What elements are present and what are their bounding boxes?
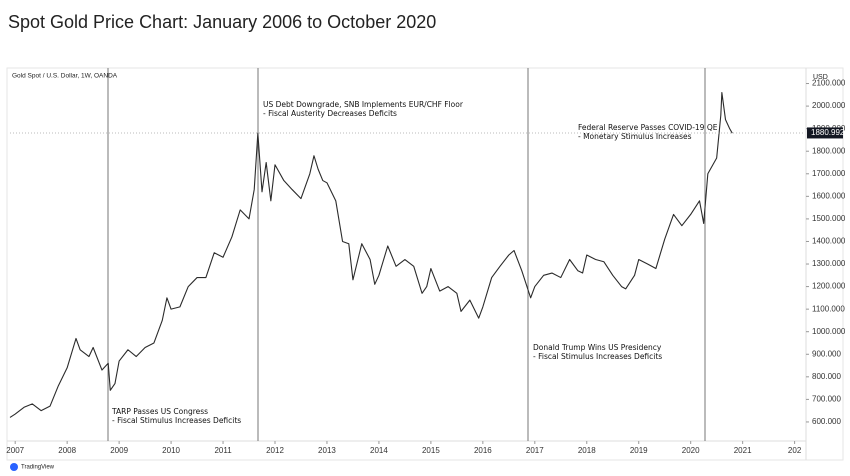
annotation-title: Donald Trump Wins US Presidency bbox=[533, 343, 662, 352]
y-tick-label: 600.000 bbox=[812, 417, 841, 426]
annotation-detail: - Fiscal Austerity Decreases Deficits bbox=[263, 109, 397, 118]
y-tick-label: 800.000 bbox=[812, 372, 841, 381]
x-tick-label: 2018 bbox=[578, 446, 596, 455]
y-tick-label: 1600.000 bbox=[812, 191, 846, 200]
x-tick-label: 2008 bbox=[58, 446, 76, 455]
y-tick-label: 1700.000 bbox=[812, 169, 846, 178]
y-tick-label: 1000.000 bbox=[812, 327, 846, 336]
y-tick-label: 1100.000 bbox=[812, 304, 845, 313]
y-tick-label: 1200.000 bbox=[812, 282, 846, 291]
x-tick-label: 2019 bbox=[630, 446, 648, 455]
y-tick-label: 1500.000 bbox=[812, 214, 846, 223]
annotation-title: TARP Passes US Congress bbox=[111, 407, 208, 416]
x-tick-label: 2014 bbox=[370, 446, 388, 455]
y-tick-label: 700.000 bbox=[812, 394, 841, 403]
x-tick-label: 2021 bbox=[734, 446, 752, 455]
x-tick-label: 2020 bbox=[682, 446, 700, 455]
chart-frame bbox=[6, 67, 844, 461]
y-tick-label: 1300.000 bbox=[812, 259, 846, 268]
x-tick-label: 2012 bbox=[266, 446, 284, 455]
x-tick-label: 202 bbox=[788, 446, 802, 455]
x-tick-label: 2017 bbox=[526, 446, 544, 455]
x-tick-label: 2009 bbox=[110, 446, 128, 455]
annotation-detail: - Fiscal Stimulus Increases Deficits bbox=[533, 352, 662, 361]
last-price-box bbox=[807, 127, 843, 139]
x-tick-label: 2011 bbox=[214, 446, 232, 455]
chart-subtitle: Gold Spot / U.S. Dollar, 1W, OANDA bbox=[12, 73, 118, 80]
annotation-detail: - Fiscal Stimulus Increases Deficits bbox=[112, 416, 241, 425]
x-tick-label: 2016 bbox=[474, 446, 492, 455]
y-tick-label: 1800.000 bbox=[812, 146, 846, 155]
y-tick-label: 900.000 bbox=[812, 349, 841, 358]
annotation-title: US Debt Downgrade, SNB Implements EUR/CH… bbox=[263, 100, 464, 109]
x-tick-label: 2007 bbox=[6, 446, 24, 455]
y-tick-label: 1400.000 bbox=[812, 237, 846, 246]
y-axis-label: USD bbox=[813, 74, 828, 81]
y-tick-label: 2000.000 bbox=[812, 101, 846, 110]
x-tick-label: 2010 bbox=[162, 446, 180, 455]
price-line bbox=[9, 92, 733, 418]
source-label: TradingView bbox=[21, 465, 55, 471]
x-tick-label: 2015 bbox=[422, 446, 440, 455]
last-price-label: 1880.992 bbox=[811, 128, 845, 137]
annotation-detail: - Monetary Stimulus Increases bbox=[578, 132, 692, 141]
logo-icon bbox=[10, 463, 18, 471]
annotation-title: Federal Reserve Passes COVID-19 QE bbox=[578, 123, 718, 132]
x-tick-label: 2013 bbox=[318, 446, 336, 455]
y-tick-label: 2100.000 bbox=[812, 79, 846, 88]
chart-title: Spot Gold Price Chart: January 2006 to O… bbox=[8, 12, 436, 32]
